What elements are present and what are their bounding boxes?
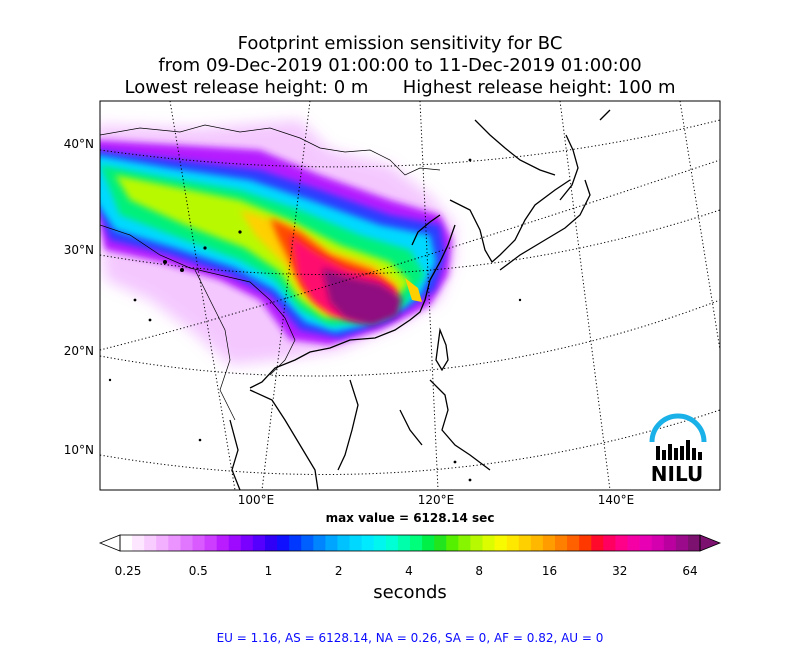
colorbar-cell	[506, 535, 520, 551]
colorbar-cell	[192, 535, 206, 551]
islands	[108, 158, 522, 482]
lat-label-30n: 30°N	[63, 243, 94, 257]
region-stats: EU = 1.16, AS = 6128.14, NA = 0.26, SA =…	[216, 631, 604, 645]
colorbar-frame	[119, 534, 701, 552]
colorbar-cell	[482, 535, 496, 551]
graticule	[100, 101, 720, 490]
colorbar-cell	[120, 535, 133, 551]
lon-label-120e: 120°E	[417, 493, 455, 507]
colorbar-cell	[579, 535, 592, 551]
colorbar-tick-label: 64	[682, 564, 698, 578]
sensitivity-plume	[100, 120, 455, 365]
title-line-2: from 09-Dec-2019 01:00:00 to 11-Dec-2019…	[158, 55, 642, 76]
colorbar-cell	[397, 535, 411, 551]
colorbar-cell	[530, 535, 544, 551]
colorbar-cell	[228, 535, 242, 551]
colorbar-tick-label: 2	[334, 564, 343, 578]
colorbar-tick-label: 16	[541, 564, 558, 578]
colorbar-cell	[349, 535, 363, 551]
colorbar-min-arrow	[98, 534, 121, 552]
colorbar-cell	[675, 535, 689, 551]
colorbar-cell	[567, 535, 580, 551]
colorbar-cell	[156, 535, 169, 551]
colorbar-cell	[337, 535, 351, 551]
colorbar-cell	[301, 535, 314, 551]
colorbar-cell	[687, 535, 701, 551]
colorbar-cell	[458, 535, 471, 551]
colorbar-cell	[663, 535, 677, 551]
colorbar-cell	[422, 535, 435, 551]
colorbar-cell	[216, 535, 230, 551]
colorbar-cell	[446, 535, 459, 551]
max-value-label: max value = 6128.14 sec	[325, 511, 495, 525]
colorbar-cell	[615, 535, 628, 551]
colorbar-cell	[373, 535, 387, 551]
lon-label-100e: 100°E	[237, 493, 275, 507]
coastlines	[100, 109, 611, 490]
colorbar-cell	[385, 535, 399, 551]
colorbar-tick-label: 1	[264, 564, 273, 578]
colorbar-cell	[603, 535, 616, 551]
colorbar-cell	[361, 535, 375, 551]
title-line-1: Footprint emission sensitivity for BC	[237, 33, 563, 54]
colorbar-cell	[289, 535, 302, 551]
colorbar-cell	[168, 535, 181, 551]
colorbar-cell	[240, 535, 254, 551]
colorbar-cell	[265, 535, 278, 551]
colorbar-cell	[639, 535, 653, 551]
colorbar-cell	[204, 535, 218, 551]
colorbar-cell	[180, 535, 193, 551]
colorbar-cell	[591, 535, 604, 551]
colorbar-tick-label: 4	[405, 564, 413, 578]
colorbar-unit-label: seconds	[373, 582, 447, 603]
colorbar-cell	[542, 535, 556, 551]
colorbar-cell	[277, 535, 290, 551]
colorbar-cell	[470, 535, 483, 551]
lat-label-20n: 20°N	[63, 344, 94, 358]
colorbar-cell	[325, 535, 338, 551]
colorbar-cell	[627, 535, 641, 551]
lat-label-10n: 10°N	[63, 443, 94, 457]
colorbar-cell	[651, 535, 665, 551]
colorbar-cell	[410, 535, 423, 551]
title-line-3: Lowest release height: 0 m Highest relea…	[124, 77, 676, 98]
lon-label-140e: 140°E	[597, 493, 635, 507]
colorbar-cell	[555, 535, 568, 551]
colorbar-tick-label: 8	[475, 564, 484, 578]
colorbar-tick-label: 32	[612, 564, 628, 578]
colorbar-cell	[144, 535, 157, 551]
colorbar-cell	[132, 535, 145, 551]
colorbar-cell	[494, 535, 508, 551]
colorbar-tick-label: 0.25	[114, 564, 142, 578]
lat-label-40n: 40°N	[63, 137, 94, 151]
nilu-logo: NILU	[649, 413, 707, 486]
colorbar-max-arrow	[699, 534, 722, 552]
colorbar-cell	[252, 535, 266, 551]
logo-text: NILU	[651, 462, 703, 486]
colorbar-cell	[434, 535, 447, 551]
map-frame	[99, 100, 721, 491]
colorbar-cell	[518, 535, 532, 551]
colorbar-cell	[313, 535, 326, 551]
colorbar-tick-label: 0.5	[188, 564, 208, 578]
